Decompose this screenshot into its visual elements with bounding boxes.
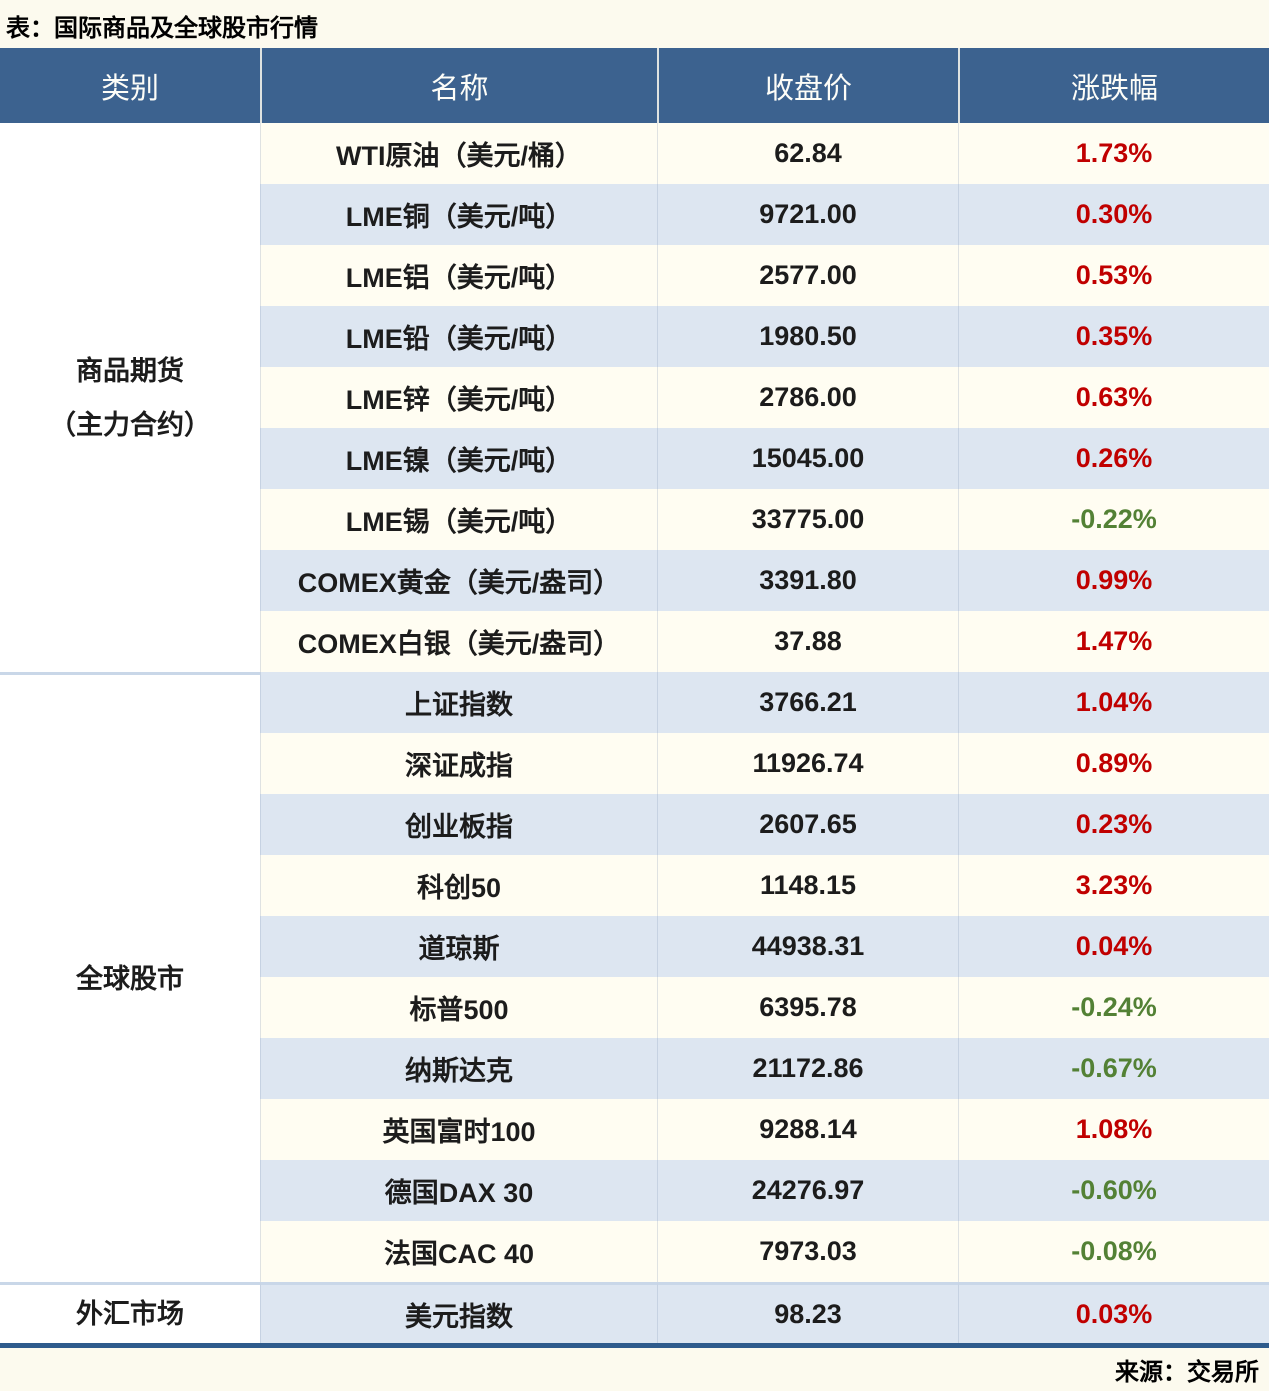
name-cell: 上证指数 (260, 672, 657, 733)
change-cell: 1.73% (958, 123, 1269, 184)
close-cell: 2577.00 (657, 245, 958, 306)
name-cell: WTI原油（美元/桶） (260, 123, 657, 184)
change-cell: -0.08% (958, 1221, 1269, 1282)
name-cell: 美元指数 (260, 1282, 657, 1343)
name-cell: 法国CAC 40 (260, 1221, 657, 1282)
change-cell: 0.04% (958, 916, 1269, 977)
change-cell: 1.47% (958, 611, 1269, 672)
close-cell: 3766.21 (657, 672, 958, 733)
close-cell: 33775.00 (657, 489, 958, 550)
close-cell: 2607.65 (657, 794, 958, 855)
close-cell: 3391.80 (657, 550, 958, 611)
change-cell: 0.63% (958, 367, 1269, 428)
category-label-line: 全球股市 (76, 963, 184, 994)
name-cell: LME锡（美元/吨） (260, 489, 657, 550)
page-title: 表：国际商品及全球股市行情 (6, 15, 318, 42)
name-cell: LME铅（美元/吨） (260, 306, 657, 367)
header-close: 收盘价 (657, 48, 958, 123)
name-cell: 道琼斯 (260, 916, 657, 977)
category-label-line: （主力合约） (49, 409, 211, 440)
category-cell: 外汇市场 (0, 1282, 260, 1343)
name-cell: COMEX白银（美元/盎司） (260, 611, 657, 672)
close-cell: 1148.15 (657, 855, 958, 916)
close-cell: 98.23 (657, 1282, 958, 1343)
name-cell: COMEX黄金（美元/盎司） (260, 550, 657, 611)
change-cell: 0.03% (958, 1282, 1269, 1343)
close-cell: 9721.00 (657, 184, 958, 245)
change-cell: 0.53% (958, 245, 1269, 306)
close-cell: 44938.31 (657, 916, 958, 977)
close-cell: 11926.74 (657, 733, 958, 794)
close-cell: 1980.50 (657, 306, 958, 367)
name-cell: 纳斯达克 (260, 1038, 657, 1099)
change-cell: 0.23% (958, 794, 1269, 855)
close-cell: 62.84 (657, 123, 958, 184)
change-cell: 1.04% (958, 672, 1269, 733)
change-cell: 0.35% (958, 306, 1269, 367)
category-label-line: 外汇市场 (76, 1299, 184, 1329)
close-cell: 21172.86 (657, 1038, 958, 1099)
header-name: 名称 (260, 48, 657, 123)
change-cell: -0.22% (958, 489, 1269, 550)
change-cell: -0.60% (958, 1160, 1269, 1221)
name-cell: LME铝（美元/吨） (260, 245, 657, 306)
change-cell: 0.26% (958, 428, 1269, 489)
close-cell: 9288.14 (657, 1099, 958, 1160)
name-cell: 德国DAX 30 (260, 1160, 657, 1221)
header-change: 涨跌幅 (958, 48, 1269, 123)
close-cell: 37.88 (657, 611, 958, 672)
category-label-line: 商品期货 (76, 355, 184, 386)
close-cell: 7973.03 (657, 1221, 958, 1282)
change-cell: 0.89% (958, 733, 1269, 794)
source-note: 来源：交易所 (1115, 1359, 1259, 1386)
name-cell: LME铜（美元/吨） (260, 184, 657, 245)
change-cell: -0.24% (958, 977, 1269, 1038)
change-cell: 1.08% (958, 1099, 1269, 1160)
name-cell: LME镍（美元/吨） (260, 428, 657, 489)
change-cell: 0.30% (958, 184, 1269, 245)
change-cell: -0.67% (958, 1038, 1269, 1099)
name-cell: 创业板指 (260, 794, 657, 855)
name-cell: 标普500 (260, 977, 657, 1038)
close-cell: 2786.00 (657, 367, 958, 428)
close-cell: 15045.00 (657, 428, 958, 489)
category-cell: 全球股市 (0, 672, 260, 1282)
name-cell: 深证成指 (260, 733, 657, 794)
name-cell: 英国富时100 (260, 1099, 657, 1160)
change-cell: 0.99% (958, 550, 1269, 611)
change-cell: 3.23% (958, 855, 1269, 916)
close-cell: 24276.97 (657, 1160, 958, 1221)
name-cell: 科创50 (260, 855, 657, 916)
close-cell: 6395.78 (657, 977, 958, 1038)
category-cell: 商品期货 （主力合约） (0, 123, 260, 672)
market-table: 类别 名称 收盘价 涨跌幅 商品期货 （主力合约） WTI原油（美元/桶） 62.84… (0, 48, 1269, 1348)
header-category: 类别 (0, 48, 260, 123)
name-cell: LME锌（美元/吨） (260, 367, 657, 428)
